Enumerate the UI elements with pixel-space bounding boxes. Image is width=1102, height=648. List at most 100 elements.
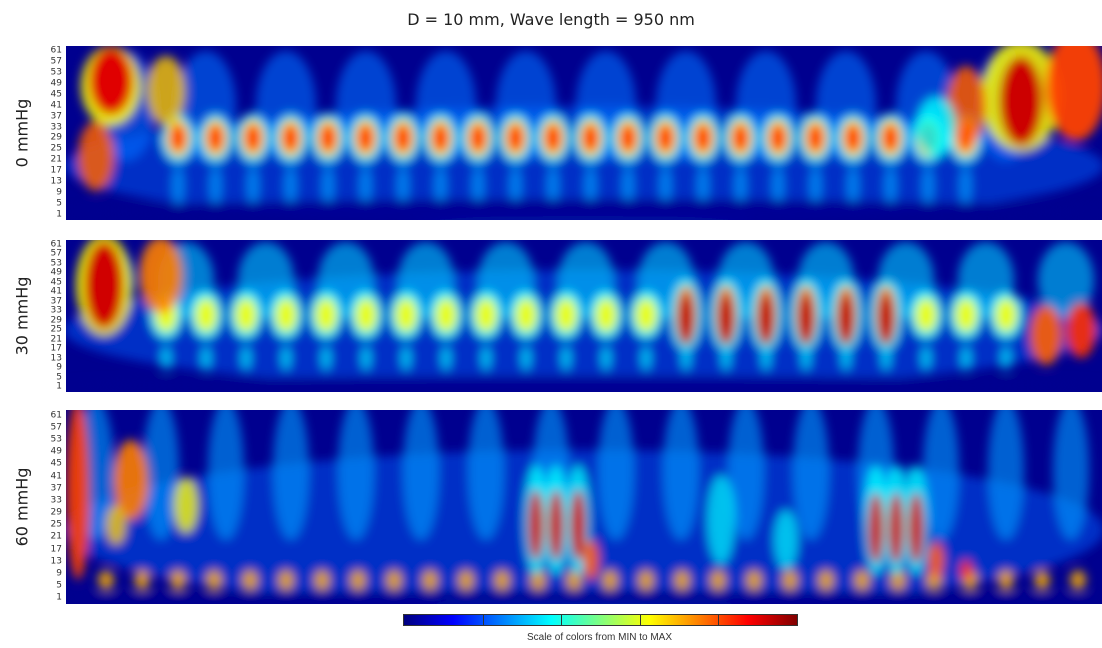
y-tick-label: 29 — [50, 507, 62, 518]
heatmap-blob — [434, 166, 447, 206]
heatmap-blob — [635, 298, 657, 332]
heatmap-blob — [638, 570, 654, 590]
heatmap-blob — [320, 124, 336, 152]
y-tick-label: 29 — [50, 132, 62, 143]
heatmap-blob — [960, 560, 972, 580]
heatmap-blob — [1066, 302, 1096, 358]
y-tick-label: 1 — [56, 381, 62, 392]
heatmap-blob — [1070, 570, 1086, 590]
panel-0-mmhg: 0 mmHg 1 5 9 13 17 21 25 29 33 37 41 45 49 53 57 61 — [0, 46, 1102, 220]
heatmap-blob — [338, 410, 374, 540]
heatmap-svg — [66, 46, 1102, 220]
heatmap-blob — [761, 346, 771, 370]
heatmap-blob — [435, 298, 457, 332]
heatmap-blob — [401, 346, 411, 370]
heatmap-blob — [242, 570, 258, 590]
y-tick-label: 57 — [50, 248, 62, 259]
y-tick-label: 21 — [50, 334, 62, 345]
heatmap-blob — [601, 346, 611, 370]
heatmap-blob — [507, 124, 524, 152]
heatmap-blob — [602, 570, 618, 590]
heatmap-blob — [921, 346, 931, 370]
heatmap-blob — [174, 477, 198, 533]
heatmap-blob — [350, 570, 366, 590]
heatmap-blob — [139, 240, 183, 313]
y-tick-label: 5 — [56, 580, 62, 591]
heatmap-blob — [89, 47, 133, 115]
heatmap-blob — [521, 346, 531, 370]
y-tick-label: 1 — [56, 209, 62, 220]
y-tick-label: 61 — [50, 45, 62, 56]
heatmap-blob — [355, 298, 377, 332]
heatmap-blob — [841, 346, 851, 370]
heatmap-blob — [84, 241, 124, 329]
heatmap-blob — [395, 298, 417, 332]
heatmap-blob — [441, 346, 451, 370]
heatmap-blob — [195, 298, 217, 332]
y-tick-label: 61 — [50, 410, 62, 421]
heatmap-blob — [928, 542, 944, 578]
heatmap-blob — [322, 166, 334, 206]
heatmap-blob — [432, 124, 449, 152]
heatmap-blob — [881, 346, 891, 370]
heatmap-blob — [161, 346, 171, 370]
heatmap-blob — [422, 570, 438, 590]
heatmap-blob — [403, 410, 439, 540]
heatmap-blob — [66, 199, 1102, 220]
heatmap-blob — [728, 410, 764, 540]
y-tick-label: 45 — [50, 89, 62, 100]
heatmap-blob — [838, 294, 854, 346]
heatmap-blob — [468, 410, 504, 540]
y-tick-label: 41 — [50, 286, 62, 297]
heatmap-blob — [470, 124, 486, 152]
heatmap-blob — [458, 570, 474, 590]
y-tick-label: 41 — [50, 100, 62, 111]
heatmap-blob — [397, 166, 409, 206]
y-tick-label: 5 — [56, 198, 62, 209]
heatmap-blob — [1038, 242, 1094, 318]
colorbar — [403, 614, 798, 626]
y-tick-label: 17 — [50, 165, 62, 176]
heatmap-plot — [66, 240, 1102, 392]
heatmap-blob — [284, 166, 297, 206]
heatmap-blob — [878, 294, 894, 346]
heatmap-plot — [66, 410, 1102, 604]
y-tick-label: 9 — [56, 568, 62, 579]
y-tick-label: 17 — [50, 343, 62, 354]
heatmap-blob — [988, 410, 1024, 540]
y-tick-labels: 1 5 9 13 17 21 25 29 33 37 41 45 49 53 57 61 — [40, 410, 64, 604]
heatmap-svg — [66, 410, 1102, 604]
y-tick-label: 53 — [50, 434, 62, 445]
heatmap-blob — [955, 298, 977, 332]
heatmap-blob — [809, 166, 822, 206]
y-tick-label: 37 — [50, 111, 62, 122]
y-tick-label: 9 — [56, 362, 62, 373]
heatmap-blob — [548, 490, 564, 560]
y-tick-label: 5 — [56, 372, 62, 383]
y-tick-label: 57 — [50, 56, 62, 67]
figure-title: D = 10 mm, Wave length = 950 nm — [407, 10, 695, 29]
y-tick-label: 13 — [50, 556, 62, 567]
y-tick-label: 17 — [50, 544, 62, 555]
heatmap-blob — [359, 166, 372, 206]
heatmap-blob — [718, 294, 734, 346]
heatmap-blob — [681, 346, 691, 370]
y-tick-label: 25 — [50, 519, 62, 530]
heatmap-blob — [481, 346, 491, 370]
heatmap-blob — [570, 490, 586, 560]
y-tick-label: 9 — [56, 187, 62, 198]
heatmap-blob — [247, 166, 259, 206]
heatmap-blob — [98, 570, 114, 590]
heatmap-blob — [395, 124, 411, 152]
heatmap-blob — [78, 121, 114, 191]
heatmap-blob — [641, 346, 651, 370]
heatmap-blob — [882, 124, 899, 152]
heatmap-blob — [678, 294, 694, 346]
heatmap-blob — [245, 124, 261, 152]
panel-60-mmhg: 60 mmHg 1 5 9 13 17 21 25 29 33 37 41 45 49 53 57 61 — [0, 410, 1102, 604]
heatmap-blob — [598, 410, 634, 540]
heatmap-blob — [854, 570, 870, 590]
y-tick-label: 57 — [50, 422, 62, 433]
heatmap-blob — [674, 570, 690, 590]
heatmap-blob — [146, 56, 186, 126]
